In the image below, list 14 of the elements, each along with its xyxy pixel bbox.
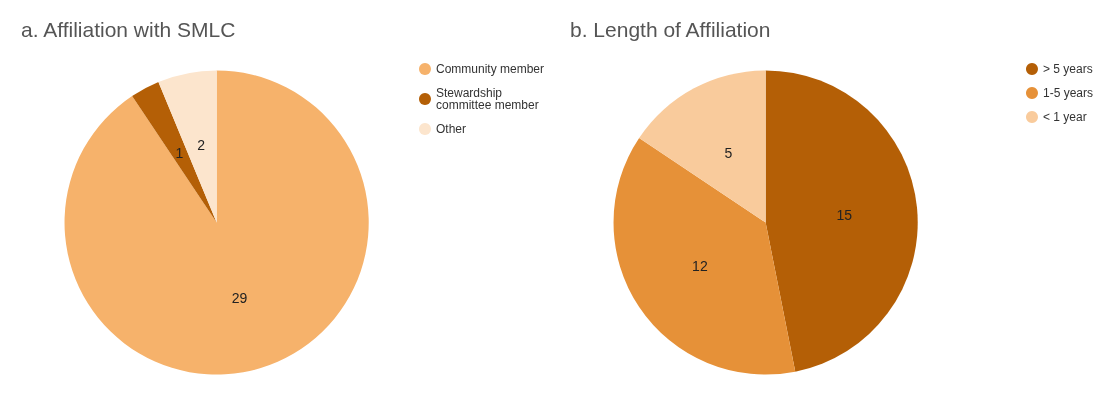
data-label: 5: [724, 144, 733, 161]
data-label: 12: [692, 258, 708, 275]
data-label: 15: [836, 206, 853, 223]
chart-title: b. Length of Affiliation: [570, 18, 771, 41]
data-label: 29: [231, 290, 248, 307]
data-label: 2: [197, 136, 206, 153]
legend-label: < 1 year: [1042, 110, 1087, 124]
legend-label: Stewardship committee member: [435, 86, 539, 112]
data-label: 1: [175, 144, 184, 161]
legend-label: 1-5 years: [1042, 86, 1094, 100]
chart-title: a. Affiliation with SMLC: [21, 18, 236, 41]
legend-label: Other: [435, 122, 466, 136]
legend-label: > 5 years: [1042, 62, 1093, 76]
legend-label: Community member: [435, 62, 545, 76]
